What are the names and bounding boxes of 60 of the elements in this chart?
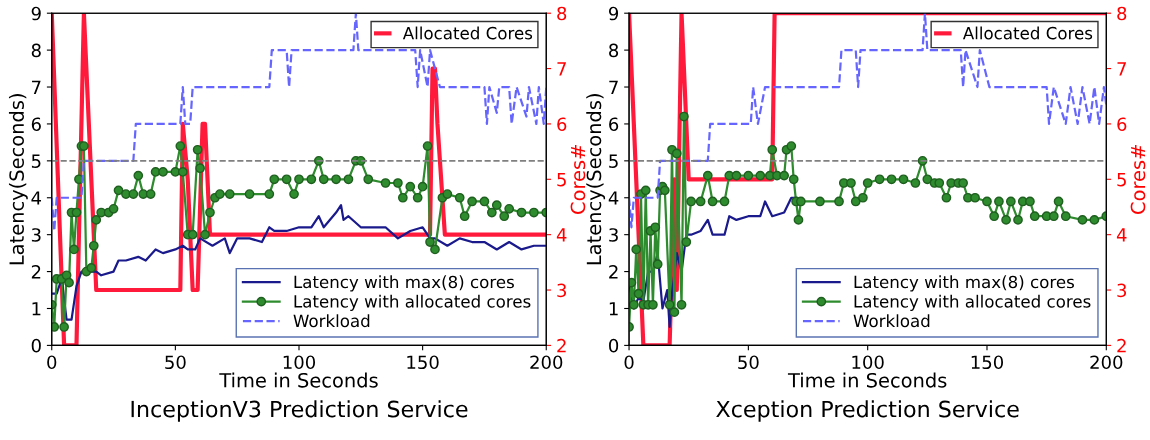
x-tick-label: 100: [283, 355, 316, 370]
x-tick-label: 0: [624, 355, 634, 370]
legend-label: Latency with max(8) cores: [294, 275, 514, 292]
y-tick-label: 0: [31, 338, 41, 353]
y-tick-label: 9: [608, 6, 619, 21]
y-tick-label: 1: [609, 302, 618, 316]
x-tick-label: 100: [852, 355, 884, 370]
x-tick-label: 150: [971, 355, 1004, 370]
y-tick-label: 5: [609, 154, 618, 168]
y2-axis-title: Cores#: [570, 145, 586, 214]
x-tick-label: 150: [407, 355, 439, 370]
x-tick-label: 200: [1090, 355, 1123, 370]
y-tick-label: 8: [609, 43, 619, 58]
y-tick-label: 0: [609, 338, 619, 353]
y2-tick-label: 3: [1117, 283, 1127, 298]
legend-label: Latency with max(8) cores: [854, 275, 1074, 292]
y2-axis-title: Cores#: [1130, 145, 1146, 214]
y2-tick-label: 6: [557, 117, 567, 132]
x-tick-label: 0: [47, 355, 57, 370]
legend-label: Workload: [293, 314, 370, 328]
x-axis-title: Time in Seconds: [219, 372, 378, 388]
y-tick-label: 7: [32, 80, 41, 94]
y-tick-label: 6: [609, 117, 619, 132]
y2-tick-label: 4: [1116, 228, 1127, 242]
text: Xception Prediction Service: [716, 400, 1019, 422]
y-tick-label: 4: [608, 191, 619, 205]
y-tick-label: 2: [609, 265, 618, 279]
x-axis-title: Time in Seconds: [787, 372, 947, 388]
y2-tick-label: 5: [1117, 173, 1126, 187]
y-tick-label: 8: [31, 43, 41, 58]
y-tick-label: 3: [31, 228, 41, 242]
x-tick-label: 50: [738, 355, 759, 370]
y2-tick-label: 7: [1117, 62, 1126, 76]
text: InceptionV3 Prediction Service: [131, 400, 468, 422]
y-tick-label: 5: [31, 154, 41, 168]
y2-tick-label: 2: [1117, 338, 1126, 353]
y2-tick-label: 4: [556, 228, 567, 242]
y-axis-title: Latency(Seconds): [586, 94, 606, 265]
y-tick-label: 6: [31, 117, 41, 132]
legend-label: Latency with allocated cores: [854, 294, 1091, 311]
y-axis-title: Latency(Seconds): [8, 94, 28, 265]
y2-tick-label: 8: [557, 6, 567, 21]
legend-label: Latency with allocated cores: [294, 294, 531, 311]
y2-tick-label: 5: [557, 173, 566, 187]
y-tick-label: 7: [609, 80, 618, 94]
legend-label: Allocated Cores: [962, 26, 1093, 40]
y-tick-label: 1: [32, 302, 41, 316]
y2-tick-label: 8: [1117, 6, 1127, 21]
y2-tick-label: 7: [557, 62, 566, 76]
y2-tick-label: 2: [557, 338, 566, 353]
legend-label: Workload: [853, 314, 930, 328]
y-tick-label: 4: [31, 191, 42, 205]
legend-label: Allocated Cores: [402, 26, 533, 40]
x-tick-label: 50: [165, 355, 186, 370]
y2-tick-label: 3: [557, 283, 567, 298]
y-tick-label: 2: [31, 265, 41, 279]
x-tick-label: 200: [530, 355, 563, 370]
y-tick-label: 3: [609, 228, 618, 242]
y2-tick-label: 6: [1117, 117, 1127, 132]
y-tick-label: 9: [31, 6, 41, 21]
